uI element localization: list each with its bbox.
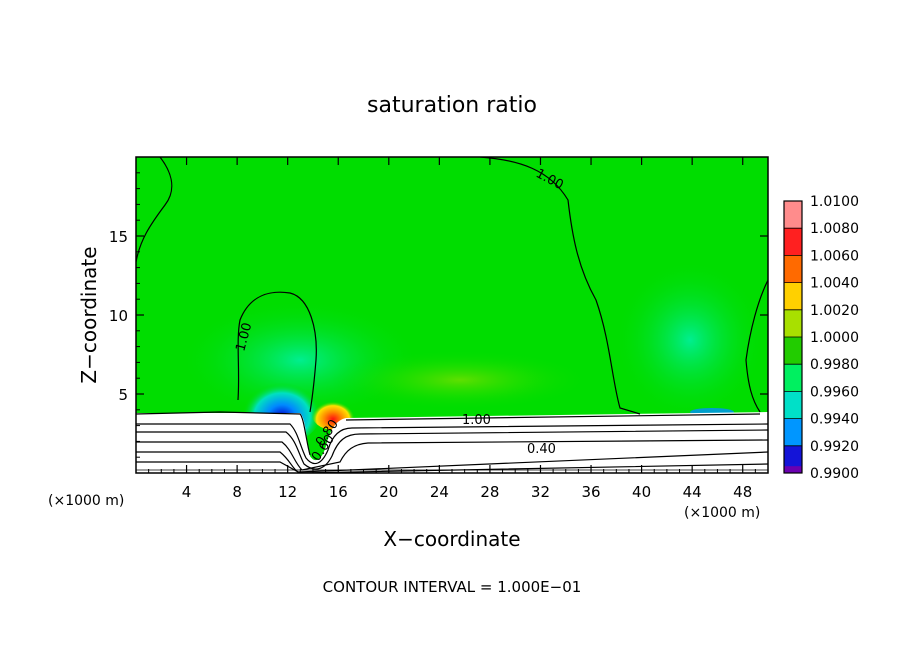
colorbar-label: 0.9900	[810, 466, 859, 482]
contour-label: 1.00	[233, 321, 255, 353]
x-tick-label: 28	[480, 483, 499, 501]
colorbar-swatch	[784, 364, 802, 392]
x-tick-label: 8	[232, 483, 242, 501]
x-tick-label: 4	[182, 483, 192, 501]
colorbar-label: 1.0080	[810, 221, 859, 237]
colorbar-swatch	[784, 337, 802, 365]
contour-label: 1.00	[462, 413, 491, 428]
colorbar-swatch	[784, 201, 802, 229]
colorbar-label: 1.0020	[810, 303, 859, 319]
colorbar-label: 0.9960	[810, 384, 859, 400]
colorbar-label: 1.0000	[810, 330, 859, 346]
colorbar: 1.0100 1.0080 1.0060 1.0040 1.0020 1.0000 0.99…	[783, 194, 859, 482]
y-tick-label: 5	[118, 386, 128, 404]
x-tick-label: 40	[632, 483, 651, 501]
colorbar-label: 1.0060	[810, 248, 859, 264]
x-tick-label: 44	[683, 483, 702, 501]
colorbar-swatch	[784, 418, 802, 446]
x-axis-label: X−coordinate	[383, 527, 520, 551]
x-tick-label: 12	[278, 483, 297, 501]
contour-labels: 1.00 1.00 1.00 0.40 0.80 0.60	[233, 166, 565, 464]
cyan-region-right	[615, 260, 765, 420]
x-tick-label: 32	[531, 483, 550, 501]
contour-label: 0.40	[527, 442, 556, 457]
colorbar-swatch	[784, 391, 802, 419]
colorbar-label: 1.0100	[810, 194, 859, 210]
colorbar-label: 0.9980	[810, 357, 859, 373]
x-tick-label: 48	[733, 483, 752, 501]
yellow-region-mid	[330, 350, 590, 410]
colorbar-swatch	[784, 466, 802, 473]
x-axis-ticks: 4 8 12 16 20 24 28 32 36 40 44 48	[148, 157, 756, 501]
heatmap-field	[136, 157, 768, 473]
x-tick-label: 16	[329, 483, 348, 501]
x-tick-label: 20	[379, 483, 398, 501]
chart-title: saturation ratio	[367, 93, 537, 118]
x-units-right: (×1000 m)	[684, 505, 760, 521]
contour-interval-note: CONTOUR INTERVAL = 1.000E−01	[323, 578, 582, 596]
y-axis-label: Z−coordinate	[77, 246, 101, 383]
x-tick-label: 24	[430, 483, 449, 501]
colorbar-swatch	[784, 282, 802, 310]
colorbar-swatch	[784, 255, 802, 283]
colorbar-label: 0.9940	[810, 412, 859, 428]
colorbar-label: 1.0040	[810, 276, 859, 292]
y-tick-label: 10	[109, 307, 128, 325]
colorbar-label: 0.9920	[810, 439, 859, 455]
x-tick-label: 36	[581, 483, 600, 501]
colorbar-swatch	[784, 309, 802, 337]
colorbar-swatch	[784, 228, 802, 256]
y-axis-ticks: 5 10 15	[109, 172, 768, 458]
y-tick-label: 15	[109, 228, 128, 246]
x-units-left: (×1000 m)	[48, 493, 124, 509]
